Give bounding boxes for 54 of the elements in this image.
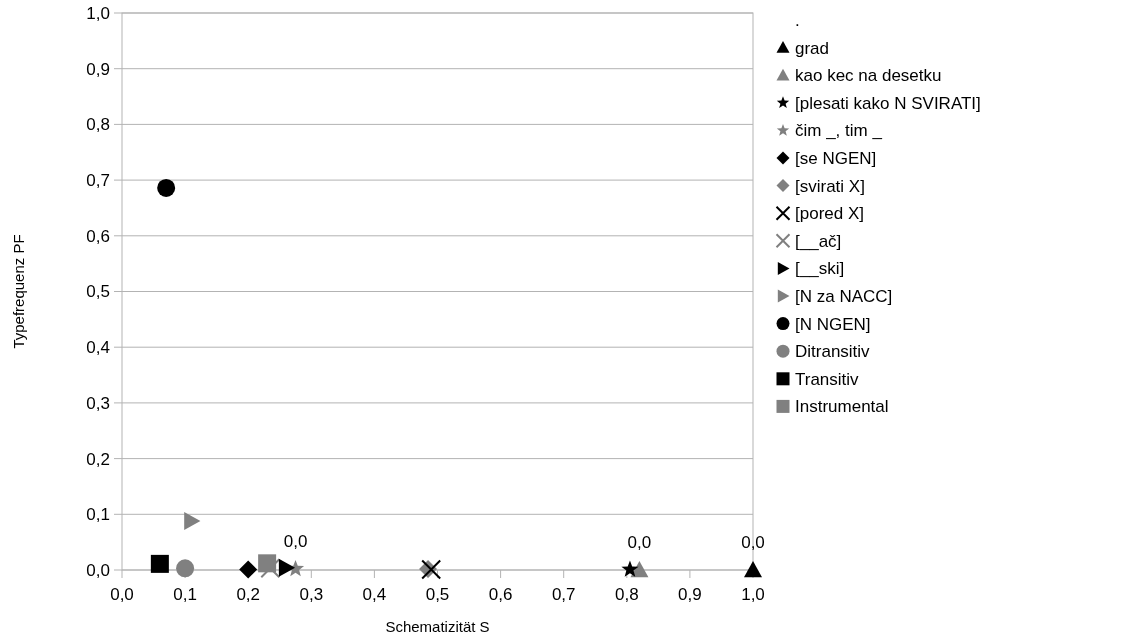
- x-tick-label: 0,5: [425, 585, 450, 604]
- text: .: [795, 10, 800, 30]
- legend-label: [N NGEN]: [795, 314, 871, 334]
- data-label: 0,0: [627, 533, 652, 552]
- point: [184, 511, 201, 530]
- legend-label: [__ač]: [795, 231, 842, 251]
- point: [176, 559, 195, 578]
- point: [630, 561, 649, 578]
- legend-label: [se NGEN]: [795, 148, 877, 168]
- data-label: 0,0: [283, 531, 308, 551]
- x-tick-label: 0,9: [678, 585, 702, 604]
- x-tick-label: 0,7: [551, 585, 576, 604]
- y-tick-label: 0,7: [86, 171, 110, 191]
- x-tick-label: 0,6: [488, 585, 513, 604]
- x-tick-label: 0,0: [110, 585, 134, 604]
- x-tick-label: 0,2: [236, 585, 261, 604]
- x-tick-label: 0,4: [362, 585, 387, 604]
- y-axis-title: Typefrequenz PF: [10, 234, 27, 349]
- x-tick-label: 0,3: [299, 585, 324, 604]
- y-tick-label: 1,0: [86, 3, 110, 23]
- legend-label: čim _, tim _: [795, 121, 883, 141]
- point: [239, 560, 258, 579]
- point: [278, 558, 296, 577]
- x-tick-label: 1,0: [741, 585, 765, 604]
- point: [744, 561, 762, 578]
- legend-label: [N za NACC]: [795, 286, 893, 306]
- y-tick-label: 0,4: [86, 338, 110, 358]
- point: [150, 554, 169, 573]
- x-tick-label: 0,8: [614, 585, 639, 604]
- y-tick-label: 0,8: [86, 115, 110, 135]
- legend-label: grad: [795, 38, 830, 58]
- point: [421, 559, 442, 580]
- y-tick-label: 0,2: [86, 449, 110, 469]
- legend-label: kao kec na desetku: [795, 66, 942, 86]
- legend-label: Ditransitiv: [795, 342, 871, 362]
- y-tick-label: 0,5: [86, 282, 110, 302]
- point: [621, 560, 639, 577]
- y-tick-label: 0,0: [86, 560, 110, 580]
- legend-label: [svirati X]: [795, 176, 865, 196]
- legend-label: Transitiv: [795, 369, 860, 389]
- y-tick-label: 0,1: [86, 505, 110, 525]
- x-axis-title: Schematizität S: [385, 618, 490, 635]
- x-tick-label: 0,1: [173, 585, 197, 604]
- legend-label: [__ski]: [795, 259, 845, 279]
- legend-label: [plesati kako N SVIRATI]: [795, 93, 981, 113]
- y-tick-label: 0,9: [86, 59, 110, 79]
- point: [258, 554, 277, 573]
- data-label: 0,0: [741, 533, 765, 552]
- y-tick-label: 0,3: [86, 393, 110, 413]
- point: [157, 178, 176, 197]
- legend-label: Instrumental: [795, 397, 889, 417]
- y-tick-label: 0,6: [86, 226, 110, 246]
- legend-label: [pored X]: [795, 204, 864, 224]
- point: [260, 558, 281, 579]
